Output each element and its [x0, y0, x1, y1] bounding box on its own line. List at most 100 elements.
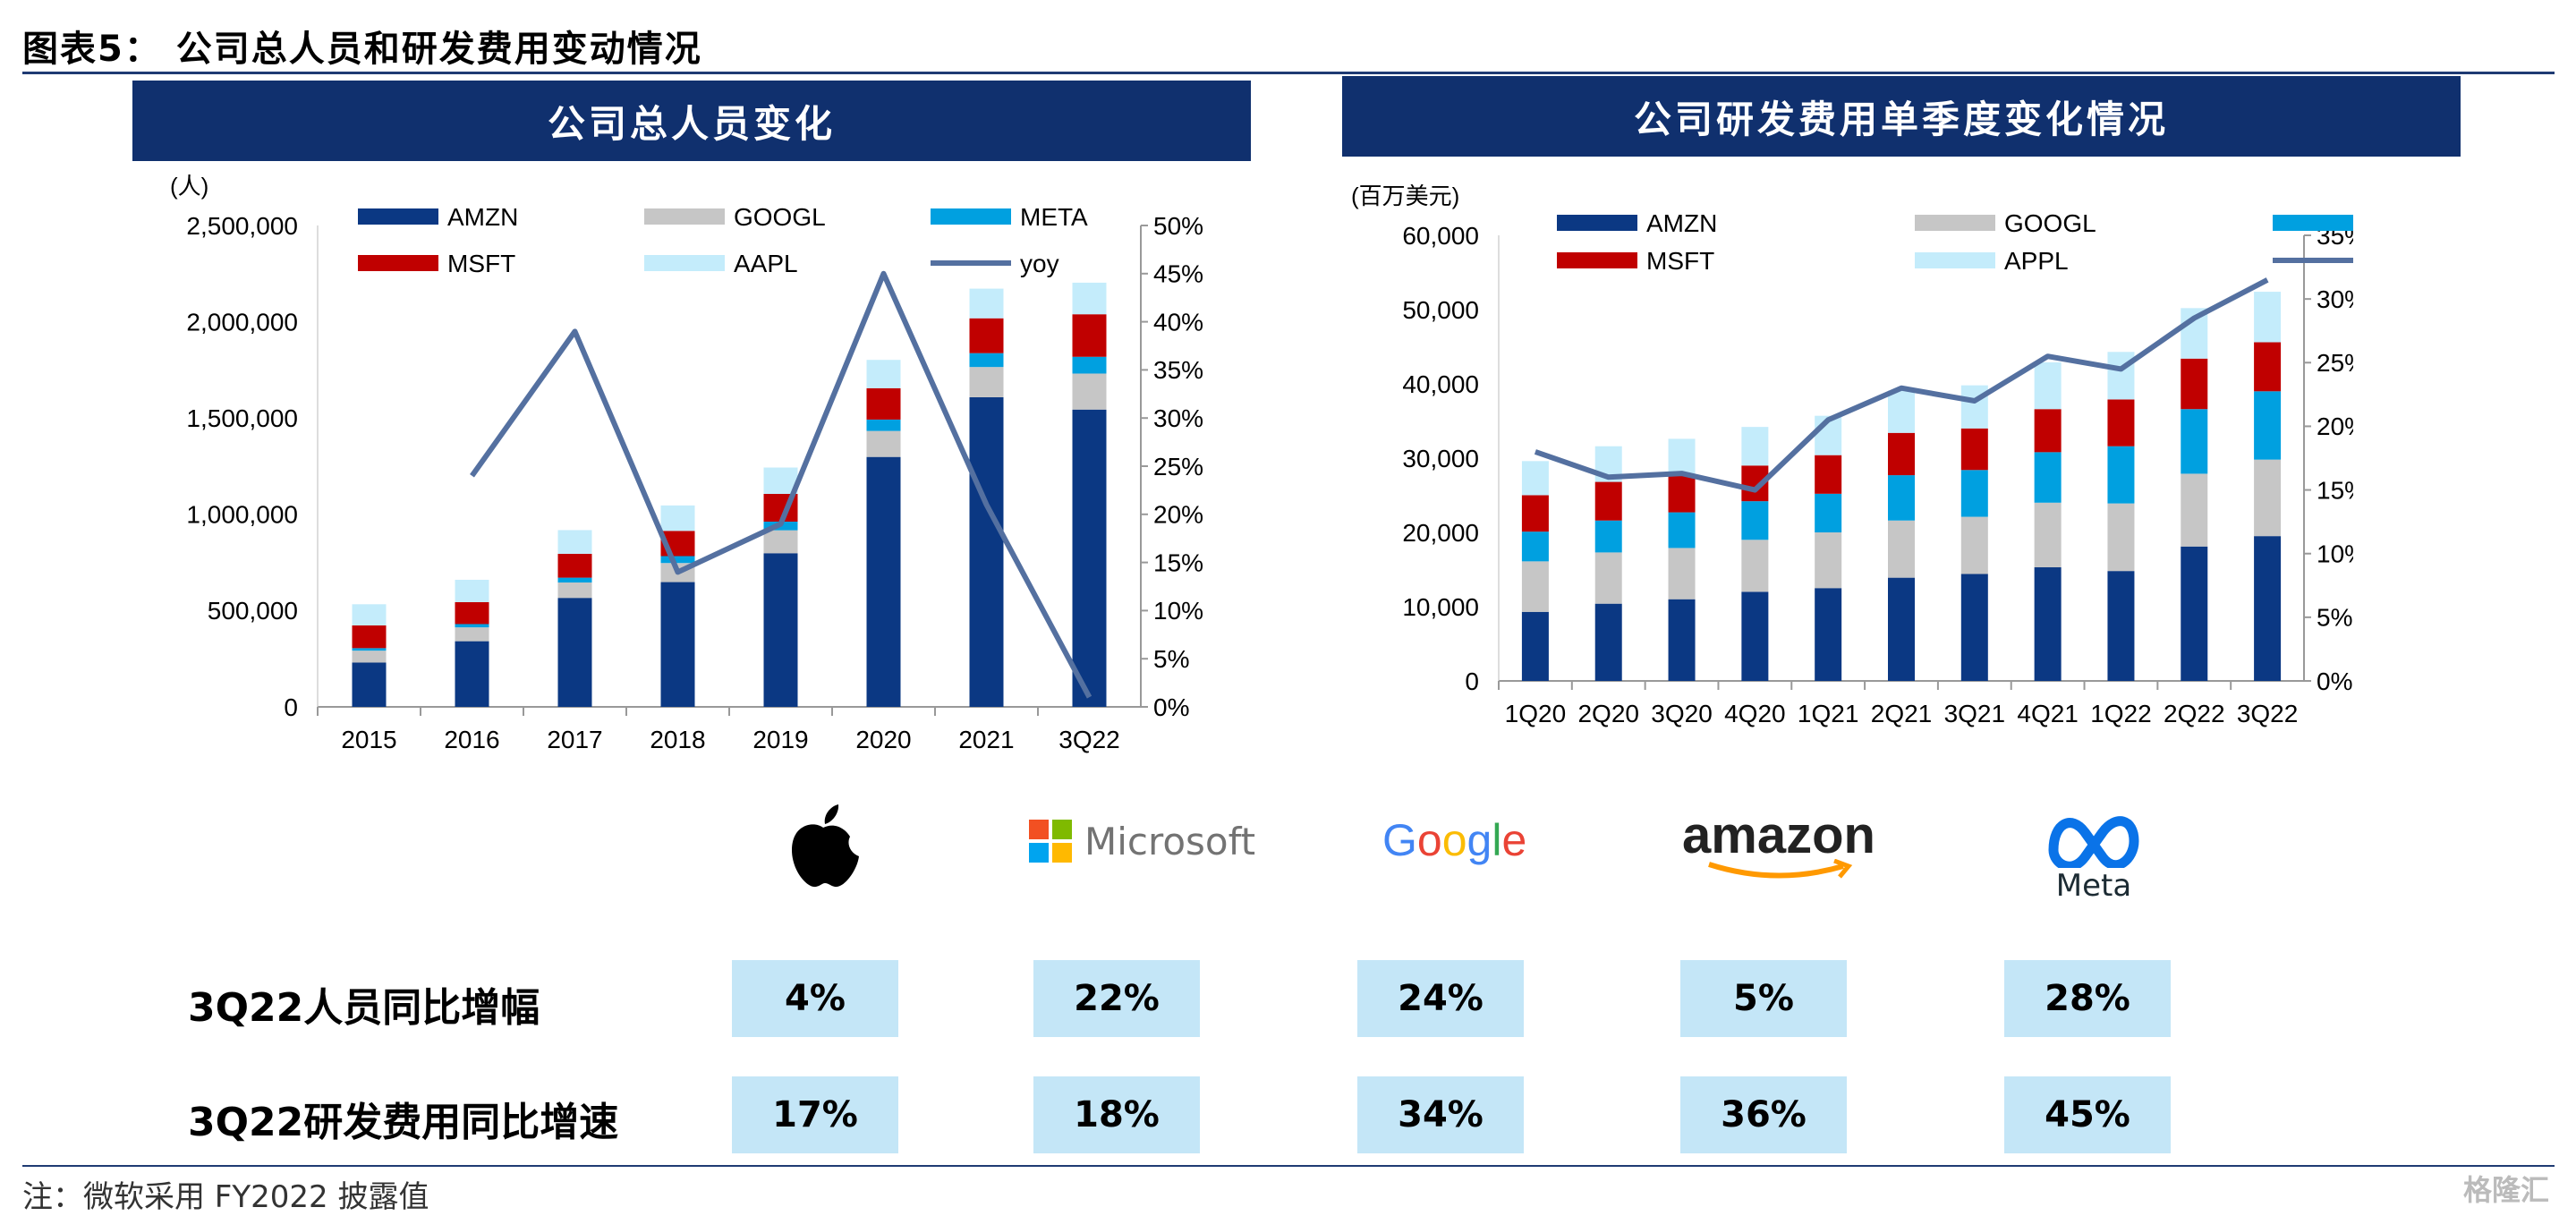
bar-segment-amzn: [1741, 591, 1769, 681]
bar-segment-amzn: [1960, 574, 1988, 681]
bar-segment-amzn: [2181, 546, 2208, 681]
x-tick-label: 2Q21: [1871, 700, 1933, 727]
bar-segment-meta: [2181, 409, 2208, 474]
y2-tick-label: 0%: [2317, 668, 2352, 695]
y-tick-label: 30,000: [1402, 445, 1479, 472]
meta-logo-icon: [2048, 816, 2139, 872]
table-row-label-headcount: 3Q22人员同比增幅: [188, 985, 540, 1031]
footnote: 注：微软采用 FY2022 披露值: [22, 1179, 429, 1215]
y-tick-label: 0: [1465, 668, 1479, 695]
bar-segment-meta: [352, 648, 387, 651]
y-tick-label: 1,000,000: [186, 501, 298, 529]
table-cell: 45%: [2004, 1076, 2171, 1153]
y-tick-label: 50,000: [1402, 296, 1479, 324]
bar-segment-aapl: [660, 505, 695, 531]
table-cell: 36%: [1680, 1076, 1847, 1153]
y2-tick-label: 5%: [1153, 645, 1189, 673]
bar-segment-googl: [1668, 548, 1696, 599]
x-tick-label: 2018: [650, 726, 705, 753]
rnd-expense-chart: (百万美元) 0 10,000 20,000 30,000 40,000 50,000 60,…: [1351, 183, 2353, 727]
bar-segment-googl: [2034, 502, 2062, 568]
table-cell: 22%: [1033, 960, 1200, 1037]
bar-segment-googl: [1072, 373, 1107, 410]
legend-label: AAPL: [734, 250, 798, 277]
top-divider: [22, 72, 2555, 74]
x-tick-label: 4Q20: [1724, 700, 1786, 727]
y2-tick-label: 20%: [2317, 412, 2353, 440]
amazon-logo: amazon: [1682, 805, 1897, 886]
bar-segment-msft: [2107, 399, 2135, 446]
watermark: 格隆汇: [2462, 1173, 2549, 1207]
x-tick-label: 2016: [444, 726, 499, 753]
y2-tick-label: 15%: [1153, 548, 1203, 576]
bar-segment-meta: [2034, 452, 2062, 503]
yoy-line: [470, 270, 1092, 699]
bar-segment-msft: [455, 601, 489, 625]
y2-tick-label: 30%: [2317, 285, 2353, 313]
legend-swatch-meta: [2273, 215, 2353, 231]
bar-segment-amzn: [352, 662, 387, 707]
bar-segment-googl: [2107, 503, 2135, 572]
bar-segment-msft: [1072, 314, 1107, 357]
bar-segment-meta: [969, 353, 1004, 368]
legend-label: GOOGL: [734, 203, 826, 231]
bar-segment-amzn: [969, 396, 1004, 707]
legend-swatch-meta: [931, 208, 1011, 225]
bar-segment-meta: [1594, 520, 1622, 553]
bar-segment-amzn: [557, 598, 592, 707]
bar-segment-googl: [1815, 532, 1842, 589]
bar-segment-googl: [1521, 561, 1549, 612]
x-tick-label: 3Q22: [2237, 700, 2299, 727]
table-cell: 17%: [732, 1076, 898, 1153]
amazon-logo-icon: amazon: [1682, 806, 1875, 864]
bar-segment-msft: [1815, 455, 1842, 494]
legend-label: AMZN: [1646, 209, 1717, 237]
bar-segment-amzn: [866, 456, 901, 707]
bar-segment-appl: [1960, 385, 1988, 429]
bar-segment-meta: [557, 577, 592, 582]
bar-segment-googl: [1741, 540, 1769, 592]
x-tick-label: 2021: [958, 726, 1014, 753]
bar-segment-googl: [1960, 516, 1988, 574]
x-tick-label: 1Q21: [1798, 700, 1859, 727]
y2-tick-label: 30%: [1153, 404, 1203, 432]
x-tick-label: 3Q21: [1944, 700, 2006, 727]
table-cell: 4%: [732, 960, 898, 1037]
bar-segment-appl: [1741, 427, 1769, 466]
bar-segment-appl: [2107, 352, 2135, 400]
legend-swatch-msft: [1557, 252, 1637, 268]
x-tick-label: 2015: [341, 726, 396, 753]
bar-segment-msft: [1594, 481, 1622, 521]
bar-segment-meta: [1815, 493, 1842, 532]
chart2-banner: 公司研发费用单季度变化情况: [1342, 76, 2461, 157]
bar-segment-googl: [557, 582, 592, 599]
x-tick-label: 2Q22: [2164, 700, 2225, 727]
legend-label: MSFT: [447, 250, 515, 277]
bar-segment-aapl: [455, 579, 489, 602]
microsoft-logo-icon: [1029, 820, 1072, 863]
y2-tick-label: 35%: [1153, 356, 1203, 384]
bar-segment-amzn: [2107, 571, 2135, 681]
bar-segment-googl: [866, 430, 901, 457]
legend-swatch-googl: [644, 208, 725, 225]
figure-title: 图表5： 公司总人员和研发费用变动情况: [22, 29, 702, 70]
bottom-divider: [22, 1165, 2555, 1167]
bar-segment-amzn: [1888, 577, 1915, 681]
x-tick-label: 1Q20: [1505, 700, 1567, 727]
bar-segment-amzn: [455, 641, 489, 707]
bar-segment-amzn: [2254, 536, 2282, 681]
y2-tick-label: 15%: [2317, 476, 2353, 504]
x-tick-label: 2Q20: [1577, 700, 1639, 727]
legend-swatch-amzn: [1557, 215, 1637, 231]
bar-segment-msft: [1960, 428, 1988, 471]
legend-swatch-msft: [358, 255, 438, 271]
bar-segment-aapl: [557, 530, 592, 554]
bar-segment-googl: [763, 530, 798, 554]
table-row-label-rnd: 3Q22研发费用同比增速: [188, 1100, 619, 1145]
bar-segment-googl: [969, 367, 1004, 397]
legend-swatch-appl: [1915, 252, 1995, 268]
y-tick-label: 2,000,000: [186, 308, 298, 336]
bar-segment-msft: [1521, 495, 1549, 532]
bar-segment-msft: [1888, 432, 1915, 476]
table-cell: 28%: [2004, 960, 2171, 1037]
